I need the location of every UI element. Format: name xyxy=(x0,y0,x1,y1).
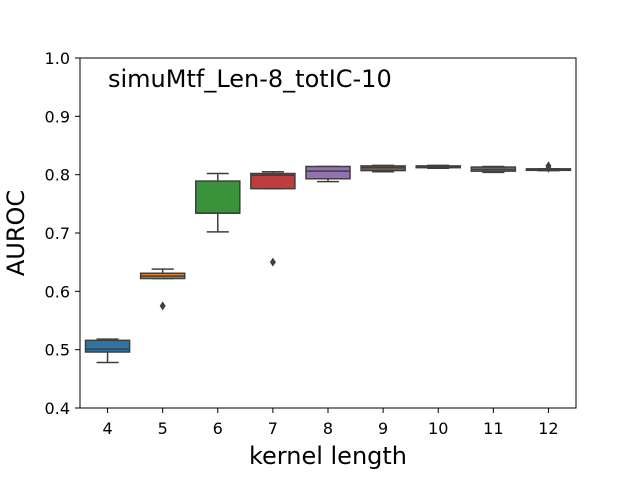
box-group-7 xyxy=(250,171,296,267)
outlier-point xyxy=(545,163,552,173)
x-tick-label: 11 xyxy=(483,419,503,438)
axes: 0.4 0.5 0.6 0.7 0.8 0.9 1.0 4 5 6 7 8 9 10 11 12 xyxy=(45,49,577,438)
x-tick-label: 5 xyxy=(158,419,168,438)
box-group-6 xyxy=(194,172,241,233)
y-axis-label: AUROC xyxy=(2,190,30,276)
box-group-11 xyxy=(470,165,517,174)
box xyxy=(250,172,296,190)
x-tick-label: 12 xyxy=(538,419,558,438)
y-tick-label: 0.4 xyxy=(45,399,70,418)
chart-title: simuMtf_Len-8_totIC-10 xyxy=(108,65,392,93)
box-group-12 xyxy=(525,161,572,173)
box-group-4 xyxy=(84,338,131,364)
x-tick-label: 6 xyxy=(213,419,223,438)
box-group-5 xyxy=(139,268,186,311)
x-tick-label: 9 xyxy=(378,419,388,438)
box-plot-marks xyxy=(84,161,572,364)
box-group-8 xyxy=(305,165,351,183)
box-group-10 xyxy=(415,164,462,169)
box-group-9 xyxy=(360,164,406,173)
box xyxy=(84,339,131,353)
x-tick-label: 4 xyxy=(102,419,112,438)
y-tick-label: 0.7 xyxy=(45,224,70,243)
x-axis-label: kernel length xyxy=(249,442,407,470)
x-tick-label: 10 xyxy=(428,419,448,438)
x-tick-label: 8 xyxy=(323,419,333,438)
outlier-point xyxy=(269,257,276,267)
y-tick-label: 1.0 xyxy=(45,49,70,68)
y-tick-label: 0.5 xyxy=(45,341,70,360)
outlier-point xyxy=(159,301,166,311)
y-tick-label: 0.9 xyxy=(45,107,70,126)
box xyxy=(194,180,241,214)
y-tick-label: 0.8 xyxy=(45,166,70,185)
x-tick-label: 7 xyxy=(268,419,278,438)
box xyxy=(305,165,351,180)
y-tick-label: 0.6 xyxy=(45,282,70,301)
